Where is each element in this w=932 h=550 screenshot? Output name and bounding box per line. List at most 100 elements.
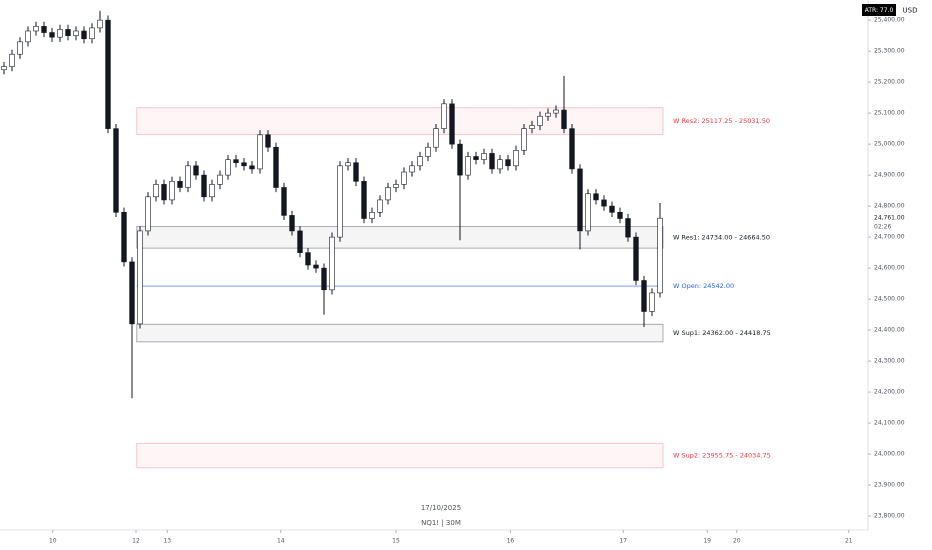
candle-body [297, 230, 303, 253]
x-tick-label: 12 [132, 538, 140, 545]
y-tick-label: 23,900.00 [874, 482, 905, 489]
candle-body [9, 53, 15, 67]
candle-body [441, 103, 447, 129]
candle-body [625, 218, 631, 238]
x-tick-label: 13 [163, 538, 171, 545]
candle-body [89, 27, 95, 40]
footer-date: 17/10/2025 [421, 504, 461, 512]
y-tick-label: 24,000.00 [874, 451, 905, 458]
open-label: W Open: 24542.00 [673, 282, 734, 290]
candle-body [145, 196, 151, 232]
candle-body [105, 19, 111, 129]
y-tick-label: 24,500.00 [874, 296, 905, 303]
zone-label: W Res2: 25117.25 - 25031.50 [673, 117, 770, 125]
candle-body [465, 156, 471, 176]
candle-body [537, 115, 543, 126]
x-tick-label: 21 [845, 538, 853, 545]
candle-body [521, 128, 527, 151]
y-tick-label: 25,100.00 [874, 110, 905, 117]
candle-body [329, 236, 335, 291]
candle-body [265, 134, 271, 148]
candle-body [233, 159, 239, 164]
y-tick-label: 23,800.00 [874, 513, 905, 520]
candle-body [353, 162, 359, 182]
y-tick-label: 25,300.00 [874, 48, 905, 55]
candle-body [321, 267, 327, 291]
candle-body [281, 187, 287, 216]
zone [136, 226, 664, 249]
candle-body [545, 112, 551, 117]
x-tick-label: 17 [619, 538, 627, 545]
x-tick-label: 14 [277, 538, 285, 545]
x-tick-label: 19 [703, 538, 711, 545]
candle-body [553, 109, 559, 114]
candle-body [17, 41, 23, 55]
candle-body [185, 165, 191, 188]
candle-body [617, 212, 623, 219]
candle-body [153, 184, 159, 198]
candle-body [137, 230, 143, 325]
x-tick-label: 10 [49, 538, 57, 545]
y-tick-label: 25,400.00 [874, 17, 905, 24]
candle-body [209, 184, 215, 198]
candle-body [489, 153, 495, 170]
candle-body [217, 174, 223, 185]
candle-body [393, 184, 399, 188]
candle-body [225, 159, 231, 176]
y-tick-label: 24,800.00 [874, 203, 905, 210]
candle-body [377, 199, 383, 213]
y-tick-label: 25,000.00 [874, 141, 905, 148]
zone [136, 107, 664, 135]
candle-body [345, 162, 351, 167]
candle-body [241, 162, 247, 167]
zone-label: W Res1: 24734.00 - 24664.50 [673, 233, 770, 241]
currency-label: USD [903, 7, 918, 15]
candle-body [657, 217, 663, 294]
zone [136, 323, 664, 343]
candle-body [449, 103, 455, 145]
footer-symbol: NQ1! | 30M [421, 519, 461, 527]
candle-body [129, 261, 135, 325]
zone [136, 442, 664, 469]
y-tick-label: 24,200.00 [874, 389, 905, 396]
candle-body [305, 252, 311, 266]
candle-body [497, 159, 503, 170]
candle-body [593, 193, 599, 201]
y-tick-label: 25,200.00 [874, 79, 905, 86]
candle-body [601, 199, 607, 207]
candle-body [649, 292, 655, 312]
candle-body [49, 32, 55, 38]
candle-body [65, 29, 71, 36]
candle-body [561, 109, 567, 129]
indicator-label: ATR: 77.0 [865, 7, 894, 14]
candle-body [417, 156, 423, 167]
zone-label: W Sup2: 23955.75 - 24034.75 [673, 452, 771, 460]
candle-body [577, 168, 583, 232]
candle-body [193, 165, 199, 176]
x-tick-label: 16 [507, 538, 515, 545]
candle-body [425, 146, 431, 157]
candle-body [641, 280, 647, 312]
candle-body [473, 156, 479, 160]
y-tick-label: 24,100.00 [874, 420, 905, 427]
candle-body [41, 26, 47, 33]
candle-body [97, 19, 103, 29]
last-price-badge [869, 213, 903, 232]
candle-body [201, 174, 207, 198]
candle-body [73, 30, 79, 36]
candle-body [113, 128, 119, 213]
x-tick-label: 15 [392, 538, 400, 545]
candle-body [609, 205, 615, 213]
indicator-badge [862, 4, 896, 16]
candle-body [481, 153, 487, 160]
candle-body [513, 150, 519, 167]
candle-body [121, 212, 127, 263]
candle-body [633, 236, 639, 281]
candle-body [337, 165, 343, 238]
candle-body [1, 66, 7, 71]
x-tick-label: 20 [733, 538, 741, 545]
y-tick-label: 24,400.00 [874, 327, 905, 334]
candle-body [257, 134, 263, 170]
candle-body [25, 30, 31, 43]
